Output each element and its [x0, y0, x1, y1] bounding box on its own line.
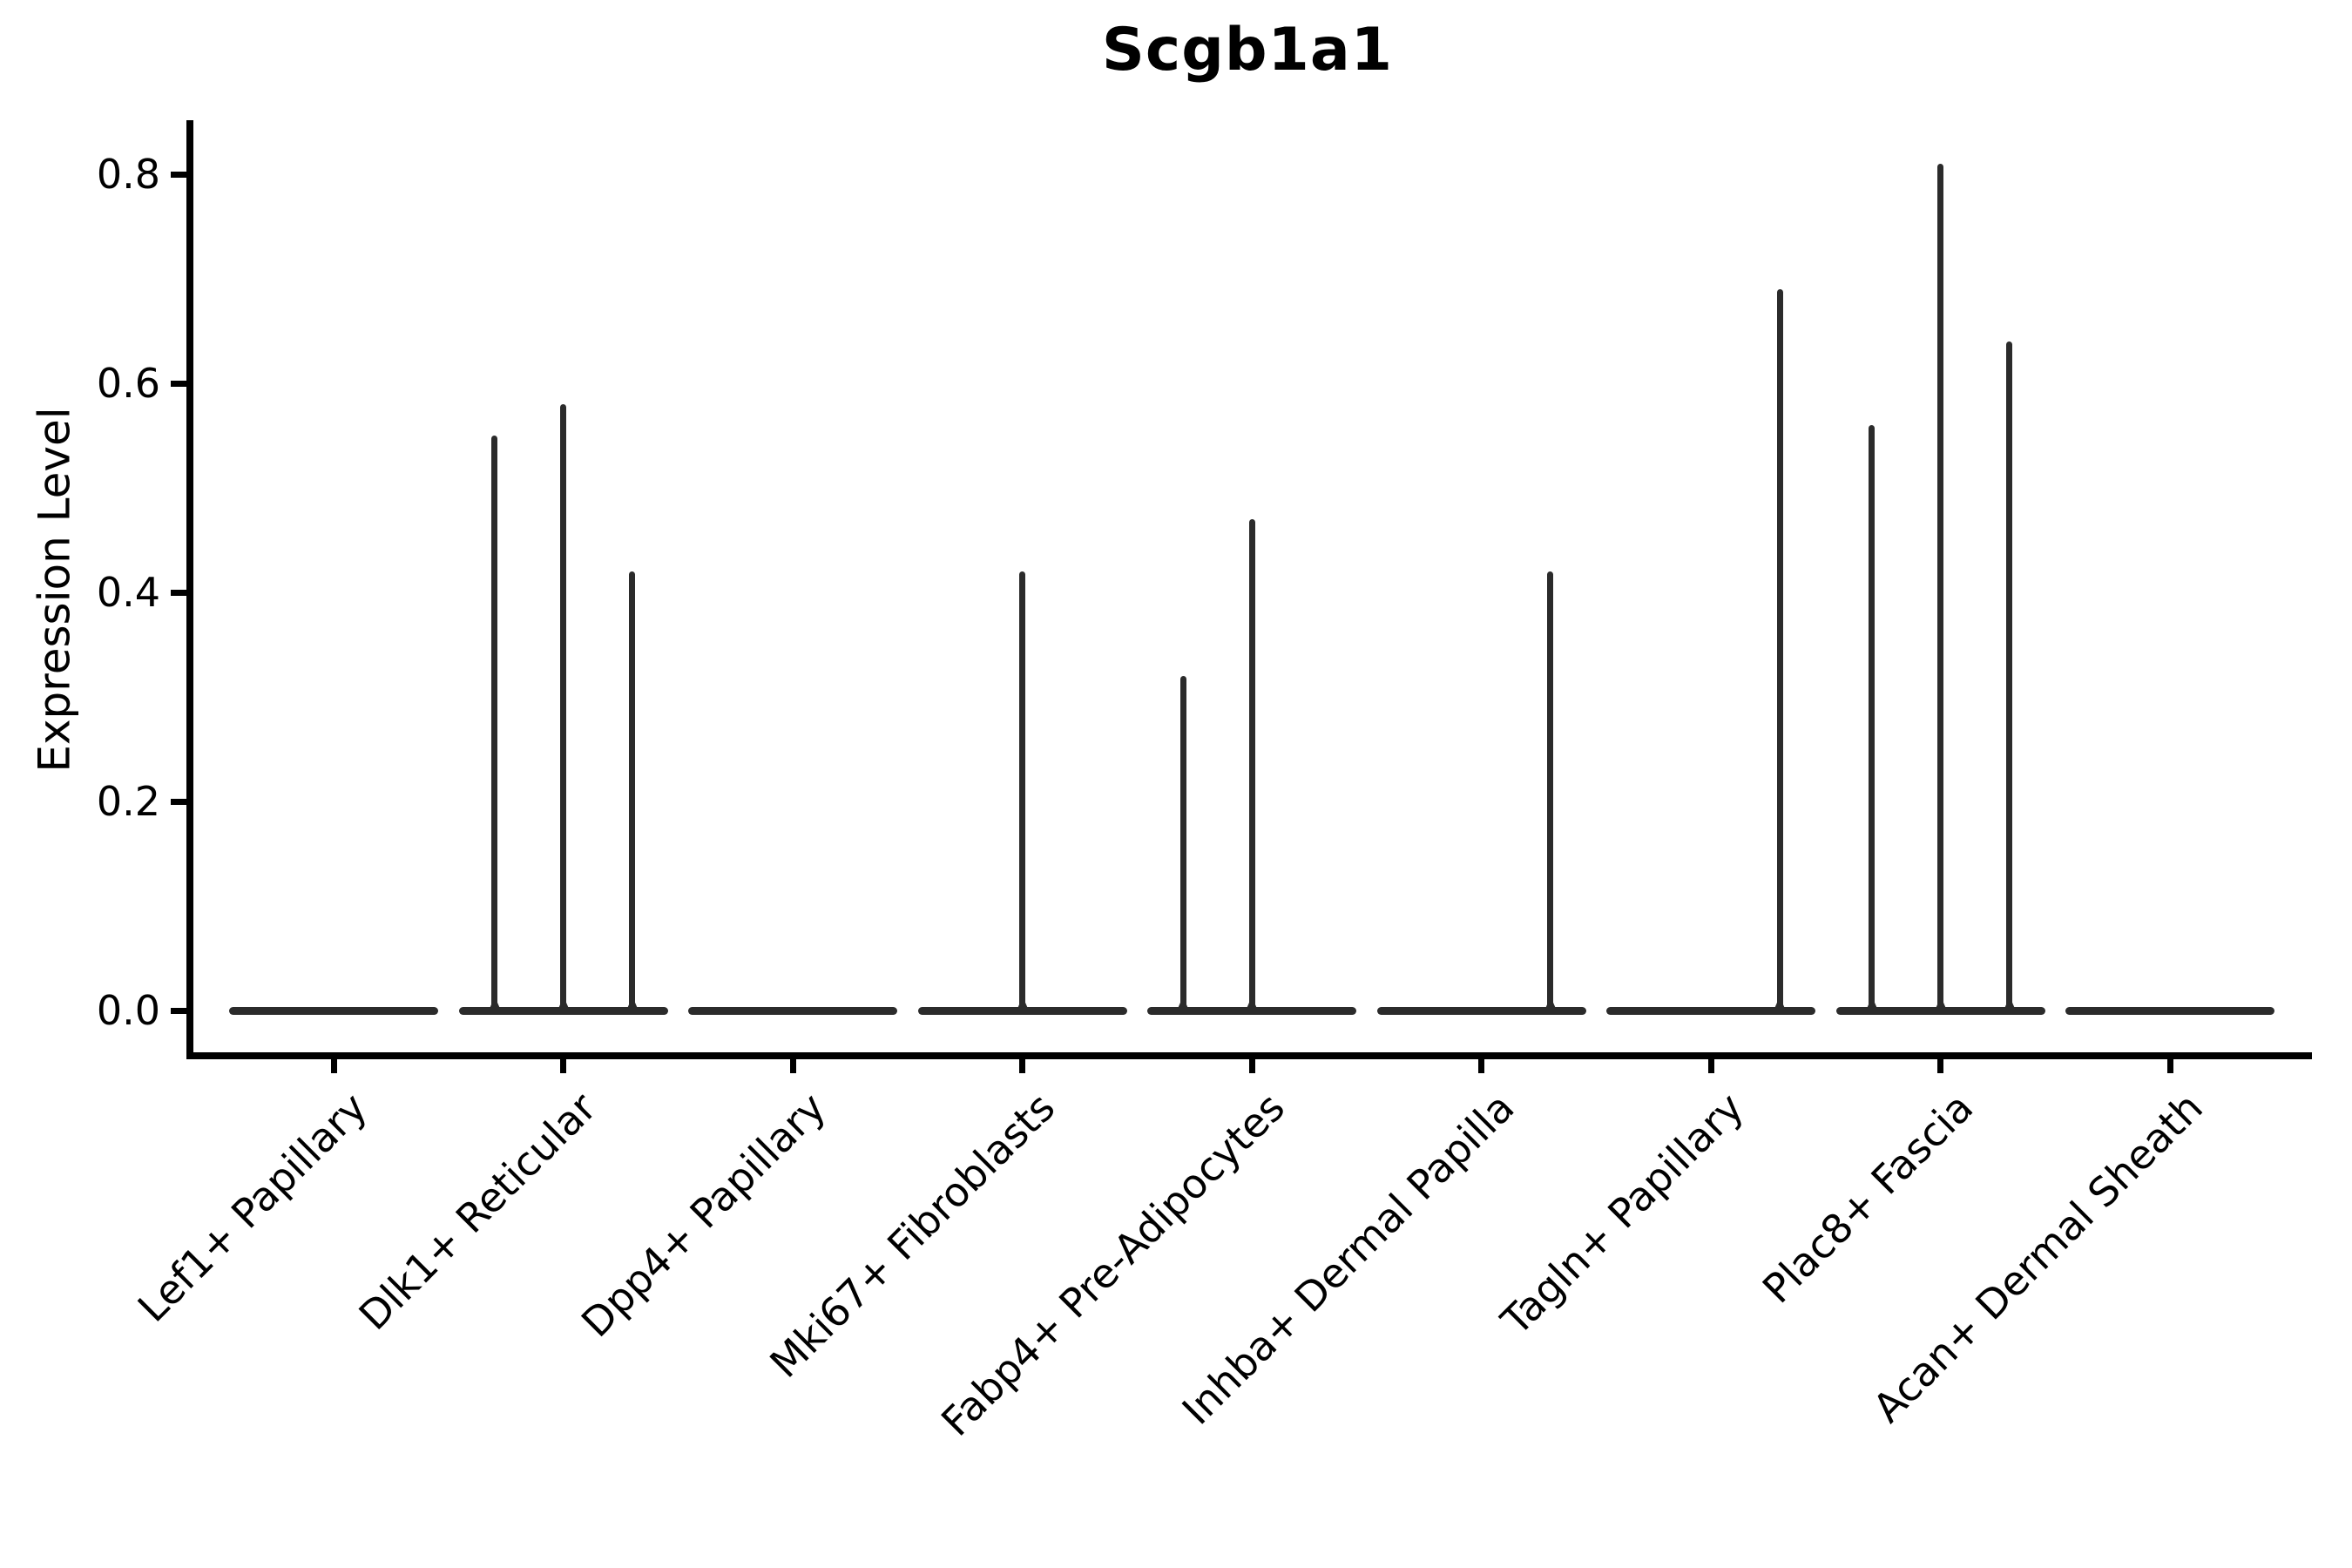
x-axis-tick: [560, 1058, 566, 1073]
x-axis-tick: [1478, 1058, 1484, 1073]
x-axis-category-label: Tagln+ Papillary: [1492, 1084, 1754, 1344]
x-axis-category-label: Dlk1+ Reticular: [349, 1084, 605, 1340]
x-axis-tick: [1019, 1058, 1025, 1073]
x-axis-category-label: Lef1+ Papillary: [128, 1084, 376, 1331]
x-axis-tick: [1248, 1058, 1255, 1073]
x-axis-spine: [186, 1052, 2312, 1059]
violin-baseline: [2065, 1006, 2274, 1015]
y-axis-tick-label: 0.6: [96, 360, 160, 407]
y-axis-tick: [171, 798, 186, 805]
y-axis-tick: [171, 171, 186, 178]
violin-spike: [629, 571, 635, 1010]
violin-baseline: [458, 1006, 668, 1015]
violin-spike: [560, 404, 566, 1010]
violin-baseline: [1835, 1006, 2045, 1015]
violin-spike: [1179, 676, 1186, 1010]
violin-baseline: [229, 1006, 438, 1015]
x-axis-tick: [330, 1058, 337, 1073]
y-axis-tick-label: 0.0: [96, 987, 160, 1034]
violin-baseline: [917, 1006, 1127, 1015]
y-axis-tick-label: 0.8: [96, 151, 160, 198]
violin-baseline: [1147, 1006, 1356, 1015]
violin-spike: [1248, 519, 1255, 1010]
x-axis-tick: [1707, 1058, 1714, 1073]
y-axis-tick-label: 0.4: [96, 569, 160, 616]
violin-spike: [1869, 425, 1875, 1010]
y-axis-label: Expression Level: [30, 407, 81, 773]
violin-baseline: [688, 1006, 897, 1015]
chart-title: Scgb1a1: [1101, 16, 1394, 84]
x-axis-tick: [2166, 1058, 2173, 1073]
violin-spike: [1776, 289, 1783, 1010]
x-axis-category-label: Dpp4+ Papillary: [571, 1084, 835, 1347]
y-axis-label-container: Expression Level: [16, 120, 94, 1059]
x-axis-tick: [1937, 1058, 1943, 1073]
violin-spike: [2006, 341, 2012, 1010]
y-axis-tick-label: 0.2: [96, 778, 160, 825]
y-axis-spine: [186, 120, 193, 1059]
violin-baseline: [1376, 1006, 1586, 1015]
y-axis-tick: [171, 589, 186, 596]
violin-spike: [1019, 571, 1025, 1010]
violin-spike: [491, 436, 497, 1010]
x-axis-tick: [789, 1058, 796, 1073]
violin-baseline: [1606, 1006, 1815, 1015]
x-axis-category-label: Plac8+ Fascia: [1754, 1084, 1983, 1313]
y-axis-tick: [171, 1007, 186, 1014]
y-axis-tick: [171, 380, 186, 387]
violin-spike: [1547, 571, 1553, 1010]
violin-spike: [1937, 164, 1943, 1010]
